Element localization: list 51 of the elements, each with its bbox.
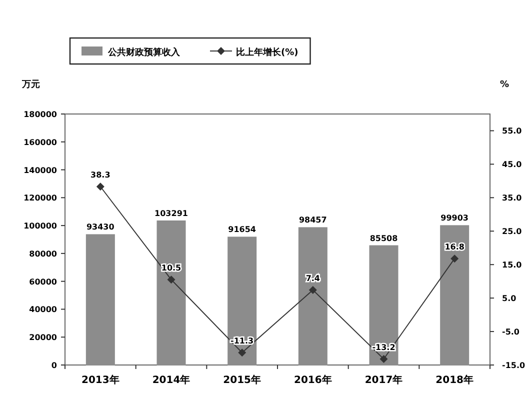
y2-tick-label: 5.0 — [502, 294, 517, 304]
bar — [440, 225, 470, 366]
legend-label: 比上年增长(%) — [236, 47, 298, 58]
y2-tick-label: -15.0 — [502, 361, 526, 370]
data-label: 99903 — [440, 214, 469, 223]
y2-tick-label: 35.0 — [502, 194, 522, 203]
y-tick-label: 120000 — [24, 194, 58, 203]
bar — [228, 236, 257, 366]
data-label: 85508 — [370, 234, 398, 243]
data-label: -11.3 — [230, 336, 254, 346]
point — [308, 286, 317, 294]
y-tick-label: 180000 — [24, 110, 58, 119]
bar — [369, 245, 398, 366]
bar — [156, 220, 186, 366]
x-tick-label: 2016年 — [294, 374, 332, 386]
x-tick-label: 2015年 — [223, 374, 262, 386]
bar — [86, 234, 115, 366]
y-axis-title: 万元 — [21, 79, 40, 90]
y2-tick-label: -5.0 — [502, 328, 520, 337]
y2-tick-label: 55.0 — [502, 126, 522, 136]
y2-tick-label: 45.0 — [502, 160, 522, 170]
y-tick-label: 160000 — [24, 138, 58, 147]
y-tick-label: 20000 — [29, 333, 58, 342]
data-label: 7.4 — [306, 274, 320, 284]
data-label: 93430 — [86, 222, 115, 232]
data-label: 98457 — [298, 216, 327, 225]
bar — [298, 227, 328, 366]
y-tick-label: 0 — [51, 361, 58, 370]
data-label: 103291 — [154, 208, 188, 218]
data-label: 10.5 — [161, 264, 182, 273]
data-label: 38.3 — [90, 170, 110, 180]
x-tick-label: 2018年 — [436, 374, 474, 386]
point — [380, 354, 388, 363]
y-tick-label: 140000 — [24, 166, 58, 175]
x-tick-label: 2014年 — [152, 374, 190, 386]
point — [450, 254, 459, 263]
data-label: 16.8 — [444, 242, 465, 252]
x-tick-label: 2013年 — [81, 374, 120, 386]
y-tick-label: 80000 — [29, 249, 58, 258]
point — [96, 182, 104, 191]
legend-label: 公共财政预算收入 — [107, 47, 181, 58]
point — [238, 348, 246, 357]
y2-tick-label: 15.0 — [502, 260, 522, 270]
point — [167, 276, 176, 284]
y-tick-label: 60000 — [29, 277, 58, 286]
y-tick-label: 40000 — [29, 305, 58, 314]
data-label: 91654 — [228, 225, 256, 234]
y2-axis-title: % — [500, 80, 510, 90]
x-tick-label: 2017年 — [364, 374, 403, 386]
y-tick-label: 100000 — [24, 222, 58, 231]
y2-tick-label: 25.0 — [502, 227, 522, 236]
